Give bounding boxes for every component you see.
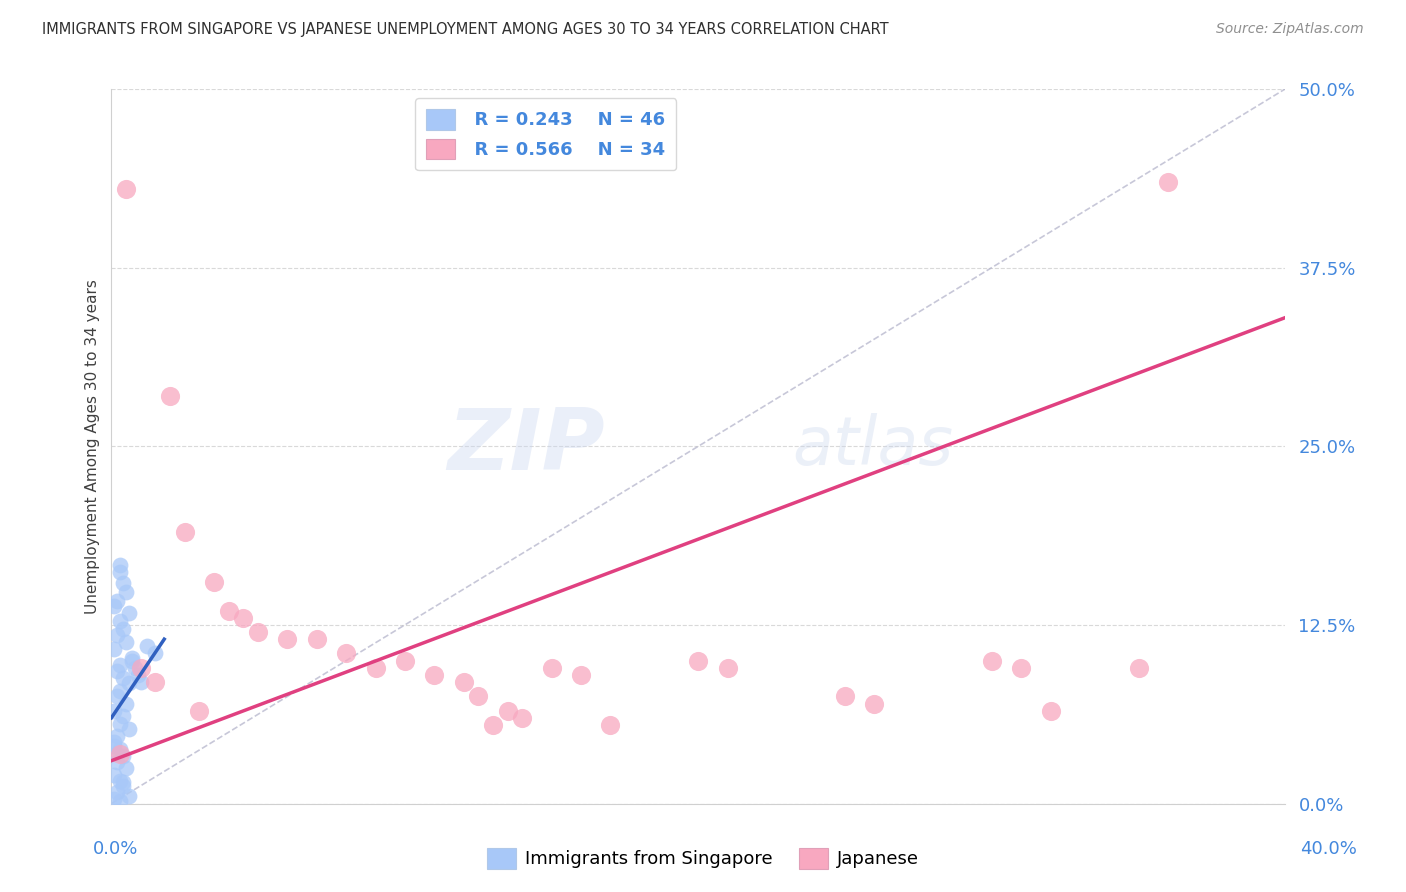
Text: atlas: atlas (792, 413, 953, 479)
Legend:   R = 0.243    N = 46,   R = 0.566    N = 34: R = 0.243 N = 46, R = 0.566 N = 34 (415, 98, 676, 170)
Point (112, 671, 135, 685)
Point (599, 718, 621, 732)
Point (103, 792, 125, 806)
Point (173, 524, 195, 539)
Text: IMMIGRANTS FROM SINGAPORE VS JAPANESE UNEMPLOYMENT AMONG AGES 30 TO 34 YEARS COR: IMMIGRANTS FROM SINGAPORE VS JAPANESE UN… (42, 22, 889, 37)
Point (127, 668, 149, 682)
Point (276, 632, 298, 647)
Point (135, 640, 157, 654)
Point (105, 730, 128, 744)
Point (1010, 661, 1032, 675)
Point (540, 661, 562, 675)
Point (118, 607, 141, 621)
Point (112, 622, 135, 636)
Point (105, 747, 128, 761)
Point (423, 668, 446, 682)
Point (467, 690, 489, 704)
Point (103, 599, 125, 614)
Point (1128, 661, 1150, 675)
Point (1039, 704, 1062, 718)
Point (110, 565, 132, 579)
Point (115, 585, 138, 599)
Point (335, 647, 357, 661)
Text: ZIP: ZIP (447, 405, 605, 488)
Point (124, 661, 146, 675)
Point (105, 785, 128, 799)
Text: 0.0%: 0.0% (93, 840, 138, 858)
Point (453, 675, 475, 690)
Point (121, 650, 143, 665)
Point (110, 742, 132, 756)
Point (103, 735, 125, 749)
Point (115, 182, 138, 196)
Point (121, 654, 143, 668)
Point (112, 576, 135, 591)
Point (110, 614, 132, 628)
Point (105, 664, 128, 678)
Point (105, 755, 128, 769)
Point (232, 611, 254, 625)
Point (103, 704, 125, 718)
Point (159, 389, 181, 403)
Point (394, 654, 416, 668)
Point (115, 635, 138, 649)
Point (110, 716, 132, 731)
Point (105, 628, 128, 642)
Point (188, 704, 211, 718)
Point (510, 711, 533, 725)
Point (129, 675, 152, 690)
Point (103, 642, 125, 657)
Point (105, 690, 128, 704)
Point (118, 789, 141, 804)
Point (980, 654, 1002, 668)
Point (115, 697, 138, 711)
Point (202, 574, 225, 589)
Point (305, 632, 328, 647)
Point (569, 668, 592, 682)
Point (110, 747, 132, 761)
Point (1157, 175, 1180, 189)
Point (717, 661, 740, 675)
Point (110, 794, 132, 808)
Point (118, 676, 141, 690)
Point (112, 709, 135, 723)
Point (145, 647, 167, 661)
Point (118, 723, 141, 737)
Point (110, 683, 132, 698)
Legend: Immigrants from Singapore, Japanese: Immigrants from Singapore, Japanese (479, 840, 927, 876)
Point (112, 780, 135, 794)
Point (863, 697, 886, 711)
Point (105, 593, 128, 607)
Point (112, 749, 135, 764)
Y-axis label: Unemployment Among Ages 30 to 34 years: Unemployment Among Ages 30 to 34 years (86, 279, 100, 614)
Point (103, 768, 125, 782)
Point (112, 775, 135, 789)
Point (129, 661, 152, 675)
Point (482, 718, 505, 732)
Point (834, 690, 856, 704)
Point (364, 661, 387, 675)
Point (145, 675, 167, 690)
Point (110, 657, 132, 672)
Text: Source: ZipAtlas.com: Source: ZipAtlas.com (1216, 22, 1364, 37)
Point (110, 558, 132, 572)
Point (115, 761, 138, 775)
Point (110, 773, 132, 788)
Text: 40.0%: 40.0% (1301, 840, 1357, 858)
Point (218, 604, 240, 618)
Point (688, 654, 710, 668)
Point (247, 625, 270, 640)
Point (103, 739, 125, 754)
Point (496, 704, 519, 718)
